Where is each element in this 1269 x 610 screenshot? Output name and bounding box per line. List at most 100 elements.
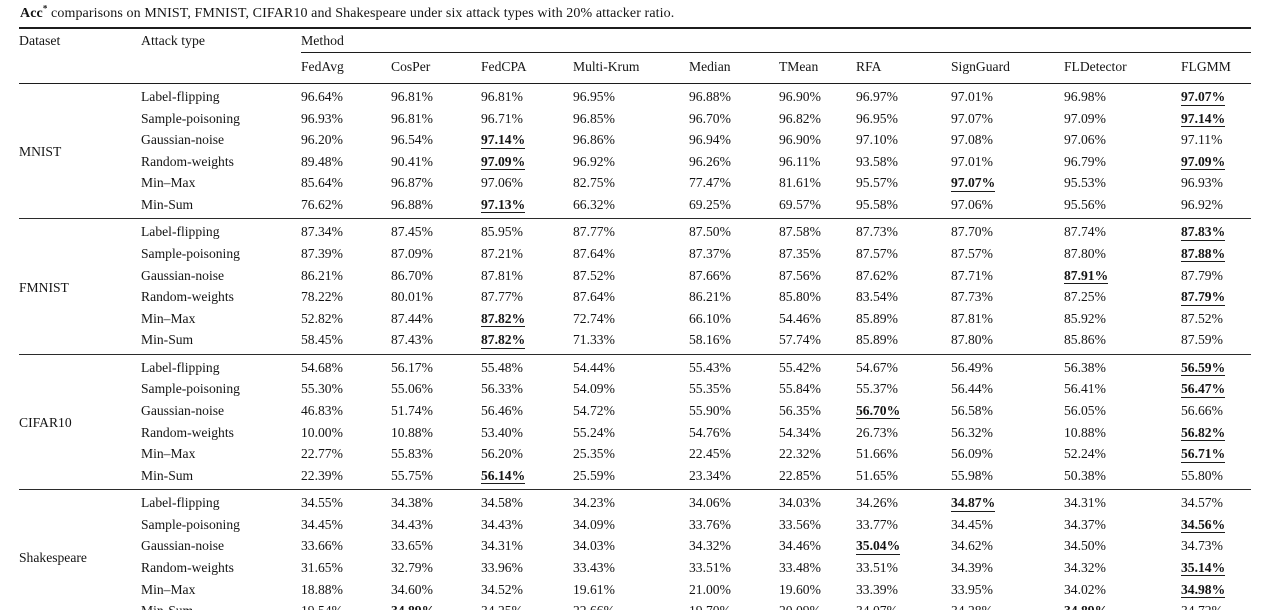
attack-type-label: Label-flipping bbox=[141, 359, 220, 375]
accuracy-value: 22.85% bbox=[779, 467, 821, 483]
attack-type-label: Gaussian-noise bbox=[141, 402, 225, 418]
accuracy-value: 33.96% bbox=[481, 559, 523, 575]
accuracy-value: 87.64% bbox=[573, 289, 615, 305]
accuracy-value: 22.77% bbox=[301, 446, 343, 462]
accuracy-value: 97.09% bbox=[1181, 151, 1251, 173]
accuracy-value: 96.81% bbox=[481, 89, 523, 104]
accuracy-value: 33.39% bbox=[856, 581, 898, 597]
attack-type-label: Min-Sum bbox=[141, 467, 194, 483]
accuracy-value: 58.45% bbox=[301, 332, 343, 348]
accuracy-value: 33.66% bbox=[301, 538, 343, 554]
accuracy-value: 22.66% bbox=[573, 601, 689, 610]
accuracy-value: 22.45% bbox=[689, 446, 731, 462]
accuracy-value: 96.93% bbox=[1181, 175, 1223, 191]
table-row: Random-weights 89.48% 90.41% 97.09% 96.92% 96… bbox=[19, 151, 1251, 173]
table-row: Sample-poisoning 96.93% 96.81% 96.71% 96.85%… bbox=[19, 108, 1251, 130]
accuracy-value: 54.44% bbox=[573, 359, 615, 375]
accuracy-value: 55.30% bbox=[301, 381, 343, 397]
accuracy-value: 97.09% bbox=[1064, 110, 1106, 126]
accuracy-value: 66.32% bbox=[573, 196, 615, 212]
accuracy-value: 56.20% bbox=[481, 446, 523, 462]
best-accuracy-value: 56.82% bbox=[1181, 424, 1226, 442]
accuracy-value: 96.81% bbox=[391, 89, 433, 104]
header-methods-row: FedAvg CosPer FedCPA Multi-Krum Median TMean R… bbox=[19, 52, 1252, 84]
accuracy-value: 96.26% bbox=[689, 153, 731, 169]
accuracy-value: 34.09% bbox=[573, 516, 615, 532]
method-header-flgmm: FLGMM bbox=[1181, 52, 1252, 84]
caption-superscript: * bbox=[42, 3, 48, 14]
best-accuracy-value: 97.14% bbox=[1181, 110, 1226, 128]
accuracy-value: 78.22% bbox=[301, 289, 343, 305]
accuracy-value: 87.62% bbox=[856, 267, 898, 283]
accuracy-value: 86.21% bbox=[689, 289, 731, 305]
table-row: FMNIST Label-flipping 87.34% 87.45% 85.95% 87… bbox=[19, 219, 1251, 295]
accuracy-value: 95.57% bbox=[856, 175, 898, 191]
accuracy-value: 55.37% bbox=[856, 381, 898, 397]
method-header-rfa: RFA bbox=[856, 52, 951, 84]
best-accuracy-value: 97.07% bbox=[951, 175, 996, 192]
accuracy-value: 34.03% bbox=[573, 538, 615, 554]
accuracy-value: 34.45% bbox=[951, 516, 993, 532]
accuracy-value: 52.82% bbox=[301, 310, 343, 326]
accuracy-value: 97.08% bbox=[951, 132, 993, 148]
accuracy-value: 87.66% bbox=[689, 267, 731, 283]
accuracy-value: 53.40% bbox=[481, 424, 523, 440]
accuracy-value: 87.34% bbox=[301, 224, 343, 240]
accuracy-value: 82.75% bbox=[573, 175, 615, 191]
table-row: Min–Max 18.88% 34.60% 34.52% 19.61% 21.00% 19.… bbox=[19, 579, 1251, 601]
accuracy-value: 96.87% bbox=[391, 175, 433, 191]
accuracy-value: 96.88% bbox=[391, 196, 433, 212]
accuracy-value: 80.01% bbox=[391, 289, 433, 305]
attack-type-label: Min-Sum bbox=[141, 332, 194, 348]
attack-type-label: Random-weights bbox=[141, 559, 234, 575]
method-header-fedcpa: FedCPA bbox=[481, 52, 573, 84]
accuracy-value: 22.32% bbox=[779, 446, 821, 462]
accuracy-value: 87.79% bbox=[1181, 267, 1223, 283]
table-row: Random-weights 31.65% 32.79% 33.96% 33.43% 33… bbox=[19, 557, 1251, 579]
accuracy-value: 56.05% bbox=[1064, 402, 1106, 418]
accuracy-value: 83.54% bbox=[856, 289, 898, 305]
accuracy-value: 85.86% bbox=[1064, 332, 1106, 348]
accuracy-value: 97.07% bbox=[1181, 84, 1251, 109]
accuracy-value: 69.57% bbox=[779, 196, 821, 212]
accuracy-value: 96.92% bbox=[573, 153, 615, 169]
accuracy-value: 87.91% bbox=[1064, 265, 1181, 287]
best-accuracy-value: 87.91% bbox=[1064, 267, 1109, 285]
accuracy-value: 86.70% bbox=[391, 267, 433, 283]
best-accuracy-value: 35.14% bbox=[1181, 559, 1226, 577]
accuracy-value: 96.92% bbox=[1181, 196, 1223, 212]
accuracy-value: 71.33% bbox=[573, 332, 615, 348]
accuracy-value: 96.97% bbox=[856, 89, 898, 104]
accuracy-value: 35.04% bbox=[856, 536, 951, 558]
table-row: Shakespeare Label-flipping 34.55% 34.38% 34.… bbox=[19, 490, 1251, 565]
accuracy-value: 34.55% bbox=[301, 495, 343, 511]
accuracy-value: 69.25% bbox=[689, 196, 731, 212]
accuracy-value: 87.82% bbox=[481, 330, 573, 355]
best-accuracy-value: 56.71% bbox=[1181, 446, 1226, 463]
table-row: Sample-poisoning 34.45% 34.43% 34.43% 34.09%… bbox=[19, 514, 1251, 536]
accuracy-value: 34.31% bbox=[1064, 495, 1106, 511]
accuracy-value: 72.74% bbox=[573, 310, 615, 326]
method-header-cosper: CosPer bbox=[391, 52, 481, 84]
accuracy-value: 96.54% bbox=[391, 132, 433, 148]
accuracy-value: 87.57% bbox=[951, 245, 993, 261]
accuracy-value: 56.33% bbox=[481, 381, 523, 397]
table-row: Gaussian-noise 96.20% 96.54% 97.14% 96.86% 96… bbox=[19, 130, 1251, 152]
accuracy-value: 97.07% bbox=[951, 173, 1064, 195]
table-row: Gaussian-noise 86.21% 86.70% 87.81% 87.52% 87… bbox=[19, 265, 1251, 287]
accuracy-value: 52.24% bbox=[1064, 446, 1106, 462]
accuracy-value: 56.46% bbox=[481, 402, 523, 418]
best-accuracy-value: 34.89% bbox=[1064, 603, 1109, 610]
table-row: Min–Max 85.64% 96.87% 97.06% 82.75% 77.47% 81.… bbox=[19, 173, 1251, 195]
accuracy-value: 86.21% bbox=[301, 267, 343, 283]
accuracy-value: 87.79% bbox=[1181, 287, 1251, 309]
accuracy-value: 56.66% bbox=[1181, 402, 1223, 418]
accuracy-value: 87.71% bbox=[951, 267, 993, 283]
best-accuracy-value: 34.56% bbox=[1181, 516, 1226, 534]
best-accuracy-value: 87.82% bbox=[481, 332, 526, 349]
accuracy-value: 34.58% bbox=[481, 495, 523, 511]
best-accuracy-value: 97.13% bbox=[481, 196, 526, 214]
accuracy-value: 77.47% bbox=[689, 175, 731, 191]
accuracy-value: 96.94% bbox=[689, 132, 731, 148]
accuracy-value: 21.00% bbox=[689, 581, 731, 597]
